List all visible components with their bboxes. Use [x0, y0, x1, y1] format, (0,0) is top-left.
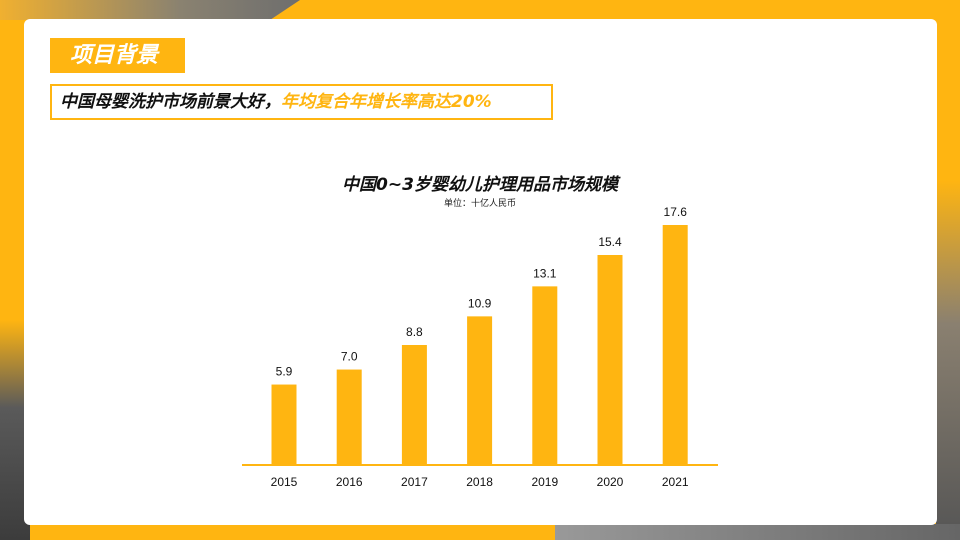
x-tick-label: 2017	[401, 475, 428, 489]
background-gradient-right	[936, 180, 960, 540]
bar-2017	[401, 345, 427, 465]
bar-2015	[271, 384, 297, 465]
bar-2021	[662, 225, 688, 465]
x-tick-label: 2018	[466, 475, 493, 489]
x-tick-label: 2021	[662, 475, 689, 489]
bar-2019	[532, 286, 558, 465]
bar-2020	[597, 255, 623, 465]
section-tag: 项目背景	[50, 38, 185, 73]
bar-2018	[467, 316, 493, 465]
chart-unit: 单位：十亿人民币	[443, 199, 516, 209]
data-label: 5.9	[276, 365, 293, 379]
data-label: 15.4	[598, 235, 622, 249]
data-label: 13.1	[533, 266, 557, 280]
headline-box: 中国母婴洗护市场前景大好，年均复合年增长率高达20%	[50, 84, 553, 120]
background-gradient-top	[0, 0, 300, 20]
bar-2016	[336, 369, 362, 465]
x-tick-label: 2015	[271, 475, 298, 489]
x-tick-label: 2016	[336, 475, 363, 489]
data-label: 7.0	[341, 350, 358, 364]
headline-highlight: 年均复合年增长率高达20%	[281, 92, 492, 112]
x-tick-label: 2020	[597, 475, 624, 489]
background-gradient-bottom	[555, 524, 960, 540]
x-tick-label: 2019	[531, 475, 558, 489]
chart-title: 中国0~3岁婴幼儿护理用品市场规模	[342, 175, 618, 195]
data-label: 10.9	[468, 296, 492, 310]
data-label: 8.8	[406, 325, 423, 339]
data-label: 17.6	[664, 205, 688, 219]
headline-main: 中国母婴洗护市场前景大好，	[60, 92, 281, 112]
